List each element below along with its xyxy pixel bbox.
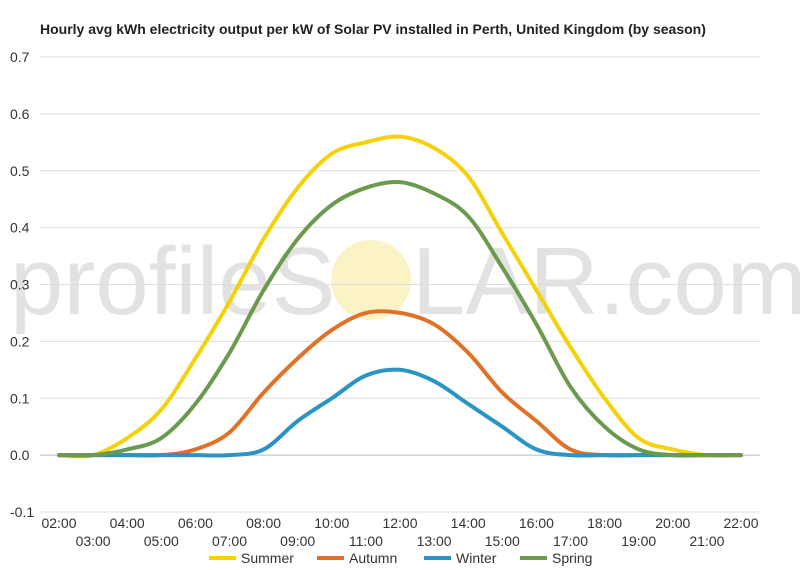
x-tick-label: 11:00 xyxy=(349,533,383,549)
y-tick-label: 0.5 xyxy=(10,163,30,179)
legend-item-summer: Summer xyxy=(209,550,294,566)
x-tick-label: 06:00 xyxy=(178,515,213,531)
x-tick-label: 04:00 xyxy=(110,515,145,531)
y-tick-label: -0.1 xyxy=(10,504,34,520)
watermark: profileS LAR.com xyxy=(10,228,800,335)
x-tick-label: 08:00 xyxy=(246,515,281,531)
watermark-text-left: profileS xyxy=(10,228,336,335)
x-tick-label: 16:00 xyxy=(519,515,554,531)
legend-item-autumn: Autumn xyxy=(317,550,397,566)
legend-label: Autumn xyxy=(349,550,397,566)
legend-label: Summer xyxy=(241,550,294,566)
legend-label: Winter xyxy=(456,550,497,566)
x-tick-label: 05:00 xyxy=(144,533,179,549)
legend: Summer Autumn Winter Spring xyxy=(209,550,592,566)
legend-item-spring: Spring xyxy=(520,550,592,566)
watermark-text-right: LAR.com xyxy=(412,228,800,335)
x-tick-label: 13:00 xyxy=(417,533,452,549)
series-line-summer xyxy=(57,134,743,459)
x-tick-label: 17:00 xyxy=(553,533,588,549)
x-tick-label: 19:00 xyxy=(621,533,656,549)
series-line-winter xyxy=(57,367,743,458)
y-tick-label: 0.3 xyxy=(10,277,30,293)
series-lines xyxy=(57,134,743,459)
x-tick-label: 15:00 xyxy=(485,533,520,549)
y-tick-label: 0.0 xyxy=(10,447,30,463)
x-tick-label: 18:00 xyxy=(587,515,622,531)
x-tick-label: 02:00 xyxy=(41,515,76,531)
y-tick-label: 0.7 xyxy=(10,49,30,65)
y-tick-label: 0.2 xyxy=(10,333,30,349)
x-tick-label: 10:00 xyxy=(314,515,349,531)
series-line-spring xyxy=(57,179,743,458)
x-tick-label: 21:00 xyxy=(689,533,724,549)
y-axis-ticks: -0.1 0.0 0.1 0.2 0.3 0.4 0.5 0.6 0.7 xyxy=(10,49,34,520)
y-tick-label: 0.4 xyxy=(10,220,30,236)
watermark-sun-icon xyxy=(331,240,411,320)
x-tick-label: 07:00 xyxy=(212,533,247,549)
legend-label: Spring xyxy=(552,550,592,566)
y-tick-label: 0.6 xyxy=(10,106,30,122)
x-tick-label: 12:00 xyxy=(382,515,417,531)
x-tick-label: 22:00 xyxy=(723,515,758,531)
x-tick-label: 03:00 xyxy=(76,533,111,549)
x-tick-label: 09:00 xyxy=(280,533,315,549)
legend-item-winter: Winter xyxy=(424,550,497,566)
x-tick-label: 14:00 xyxy=(451,515,486,531)
y-tick-label: 0.1 xyxy=(10,390,30,406)
x-tick-label: 20:00 xyxy=(655,515,690,531)
chart-title: Hourly avg kWh electricity output per kW… xyxy=(40,21,706,37)
